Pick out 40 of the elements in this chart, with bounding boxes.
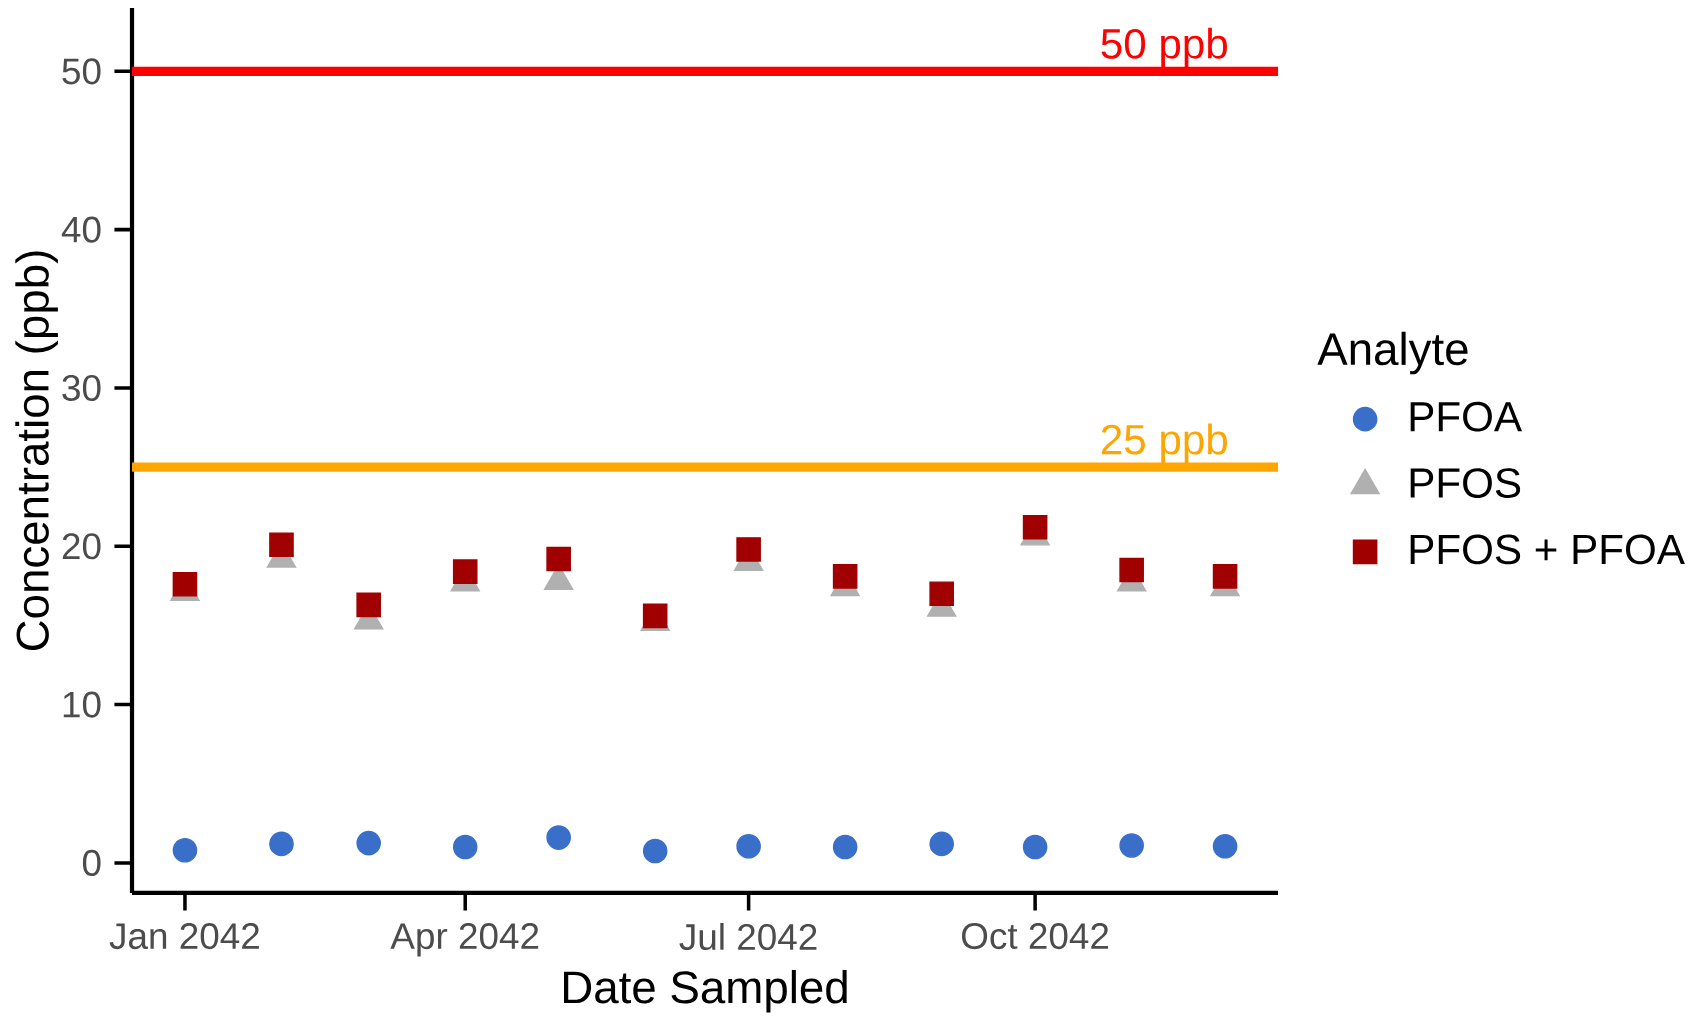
legend-label: PFOS + PFOA bbox=[1410, 534, 1685, 565]
point bbox=[452, 834, 478, 860]
point bbox=[929, 831, 954, 857]
legend-label: PFOS bbox=[1410, 468, 1521, 498]
ref-line-label: 25 ppb bbox=[1101, 423, 1227, 463]
y-tick-label: 30 bbox=[62, 374, 101, 402]
point bbox=[736, 833, 761, 859]
point bbox=[172, 837, 198, 863]
point bbox=[269, 831, 294, 857]
y-tick-label: 40 bbox=[61, 216, 101, 243]
x-tick-label: Jan 2042 bbox=[109, 923, 259, 950]
point bbox=[1022, 514, 1048, 540]
point bbox=[546, 546, 571, 572]
point bbox=[736, 537, 761, 562]
x-tick-label: Oct 2042 bbox=[962, 923, 1109, 950]
point bbox=[1022, 834, 1048, 860]
point bbox=[546, 825, 571, 850]
point bbox=[269, 532, 294, 557]
point bbox=[832, 834, 858, 860]
point bbox=[1212, 564, 1238, 589]
point bbox=[1119, 557, 1144, 583]
point bbox=[832, 564, 858, 589]
x-axis-title: Date Sampled bbox=[564, 969, 847, 1013]
y-tick-label: 10 bbox=[63, 691, 101, 718]
point bbox=[1119, 833, 1144, 858]
legend-title: Analyte bbox=[1317, 331, 1468, 375]
point bbox=[356, 592, 381, 618]
x-tick-label: Jul 2042 bbox=[679, 922, 817, 951]
legend-label: PFOA bbox=[1410, 401, 1522, 432]
ref-line-label: 50 ppb bbox=[1101, 27, 1227, 68]
y-axis-title: Concentration (ppb) bbox=[15, 251, 58, 651]
point bbox=[929, 581, 954, 607]
point bbox=[452, 559, 478, 584]
point bbox=[356, 830, 381, 856]
point bbox=[1212, 833, 1238, 859]
y-tick-label: 20 bbox=[62, 533, 101, 560]
x-tick-label: Apr 2042 bbox=[390, 923, 539, 957]
y-tick-label: 0 bbox=[82, 849, 101, 876]
point bbox=[642, 838, 668, 864]
y-tick-label: 50 bbox=[62, 58, 101, 85]
